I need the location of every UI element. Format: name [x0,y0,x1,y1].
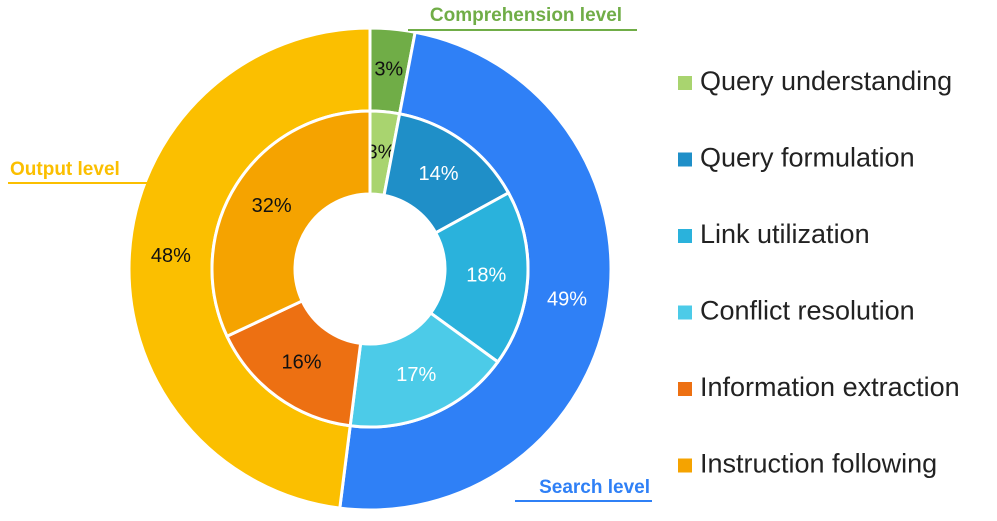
legend-swatch [678,458,692,473]
value-label: 3% [367,141,396,163]
value-label: 32% [252,195,292,217]
legend-swatch [678,229,692,243]
legend-text: Information extraction [700,372,960,402]
legend-text: Conflict resolution [700,296,915,326]
donut-segment [210,109,372,339]
legend-text: Query formulation [700,143,915,173]
legend-text: Instruction following [700,449,937,479]
value-label: 14% [418,163,458,185]
legend-swatch [678,305,692,320]
donut-segment [428,190,530,364]
legend-text: Link utilization [700,219,870,249]
donut-segment [225,298,363,428]
value-label: 18% [466,265,506,287]
value-label: 17% [396,364,436,386]
ring-label: Comprehension level [430,5,622,26]
legend-swatch [678,76,692,90]
value-label: 16% [282,352,322,374]
donut-segment [348,310,500,429]
value-label: 3% [374,59,403,81]
legend-text: Query understanding [700,66,952,96]
legend-swatch [678,152,692,167]
value-label: 49% [547,288,587,310]
ring-label: Output level [10,159,120,180]
legend-swatch [678,382,692,396]
value-label: 48% [151,245,191,267]
ring-label: Search level [539,477,650,498]
